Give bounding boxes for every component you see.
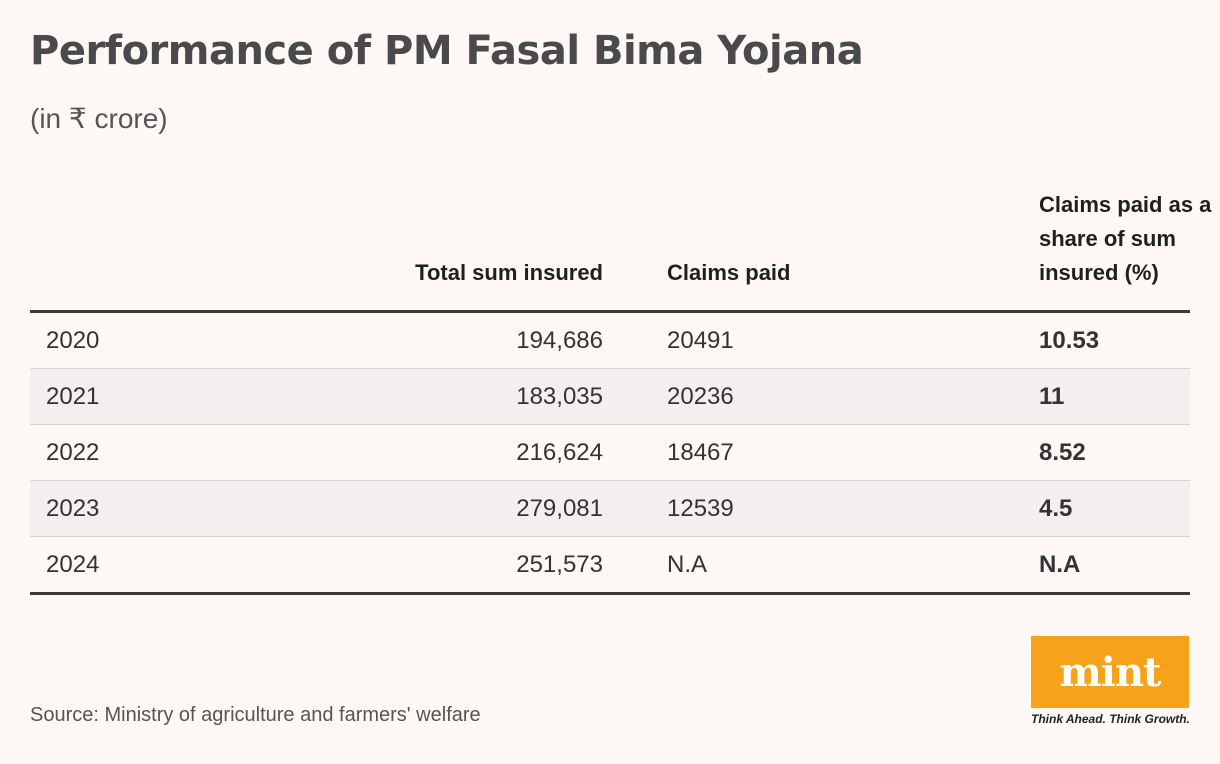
logo-text: mint	[1059, 648, 1161, 696]
cell-claims-share: 11	[1039, 368, 1190, 425]
table-row: 2022 216,624 18467 8.52	[30, 424, 1190, 481]
cell-claims-share: 4.5	[1039, 480, 1190, 537]
col-header-claims-share-label: Claims paid as a share of sum insured (%…	[1039, 192, 1212, 285]
cell-claims-share: 10.53	[1039, 311, 1190, 369]
cell-claims-paid: 18467	[603, 424, 1039, 481]
logo-tagline: Think Ahead. Think Growth.	[1031, 712, 1190, 726]
table-row: 2021 183,035 20236 11	[30, 368, 1190, 425]
cell-year: 2020	[30, 311, 236, 369]
source-note: Source: Ministry of agriculture and farm…	[30, 704, 481, 726]
cell-sum-insured: 194,686	[236, 311, 603, 369]
col-header-claims-paid: Claims paid	[603, 188, 1039, 313]
cell-year: 2023	[30, 480, 236, 537]
table-row: 2024 251,573 N.A N.A	[30, 536, 1190, 595]
cell-sum-insured: 216,624	[236, 424, 603, 481]
cell-claims-paid: N.A	[603, 536, 1039, 595]
cell-claims-paid: 20236	[603, 368, 1039, 425]
cell-claims-share: N.A	[1039, 536, 1190, 595]
chart-title: Performance of PM Fasal Bima Yojana	[30, 28, 864, 74]
col-header-year	[30, 188, 236, 313]
col-header-claims-share: Claims paid as a share of sum insured (%…	[1039, 188, 1211, 313]
col-header-sum-insured: Total sum insured	[236, 188, 603, 313]
cell-claims-paid: 12539	[603, 480, 1039, 537]
table-row: 2023 279,081 12539 4.5	[30, 480, 1190, 537]
cell-claims-paid: 20491	[603, 311, 1039, 369]
data-table: Total sum insured Claims paid Claims pai…	[30, 188, 1211, 595]
mint-logo: mint	[1031, 636, 1189, 708]
cell-year: 2022	[30, 424, 236, 481]
cell-year: 2024	[30, 536, 236, 595]
chart-subtitle: (in ₹ crore)	[30, 103, 168, 134]
cell-sum-insured: 279,081	[236, 480, 603, 537]
cell-year: 2021	[30, 368, 236, 425]
cell-sum-insured: 183,035	[236, 368, 603, 425]
table-row: 2020 194,686 20491 10.53	[30, 311, 1190, 369]
cell-claims-share: 8.52	[1039, 424, 1190, 481]
header-row: Total sum insured Claims paid Claims pai…	[30, 188, 1211, 313]
cell-sum-insured: 251,573	[236, 536, 603, 595]
